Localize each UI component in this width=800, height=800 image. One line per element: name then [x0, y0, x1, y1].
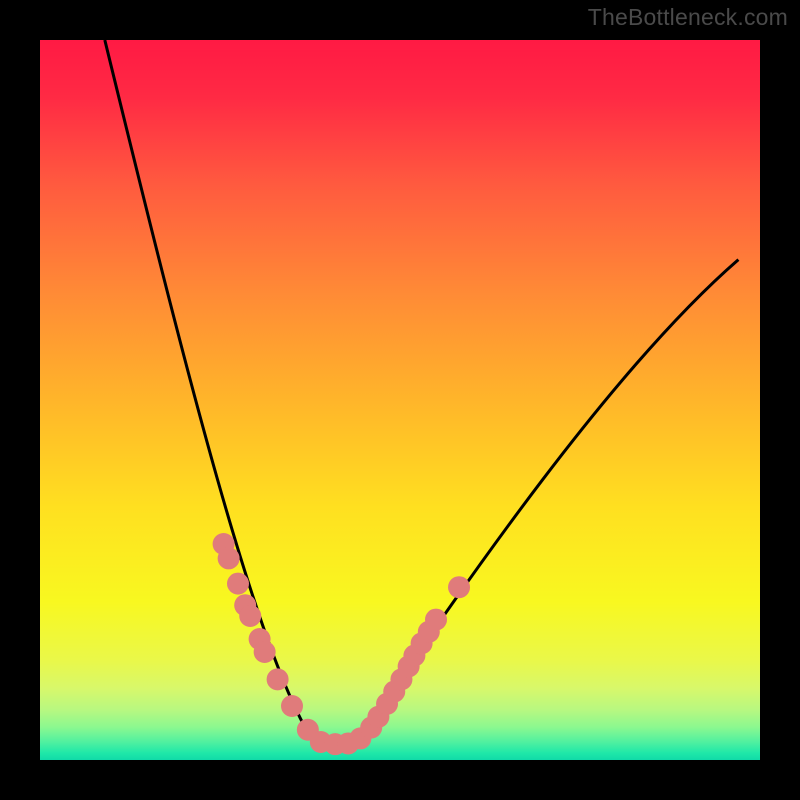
curve-dot [267, 668, 289, 690]
watermark-text: TheBottleneck.com [588, 4, 788, 31]
curve-dot [254, 641, 276, 663]
curve-dot [218, 547, 240, 569]
plot-background [40, 40, 760, 760]
bottleneck-chart [0, 0, 800, 800]
curve-dot [425, 609, 447, 631]
curve-dot [239, 605, 261, 627]
curve-dot [227, 573, 249, 595]
chart-root: TheBottleneck.com [0, 0, 800, 800]
curve-dot [448, 576, 470, 598]
curve-dot [281, 695, 303, 717]
